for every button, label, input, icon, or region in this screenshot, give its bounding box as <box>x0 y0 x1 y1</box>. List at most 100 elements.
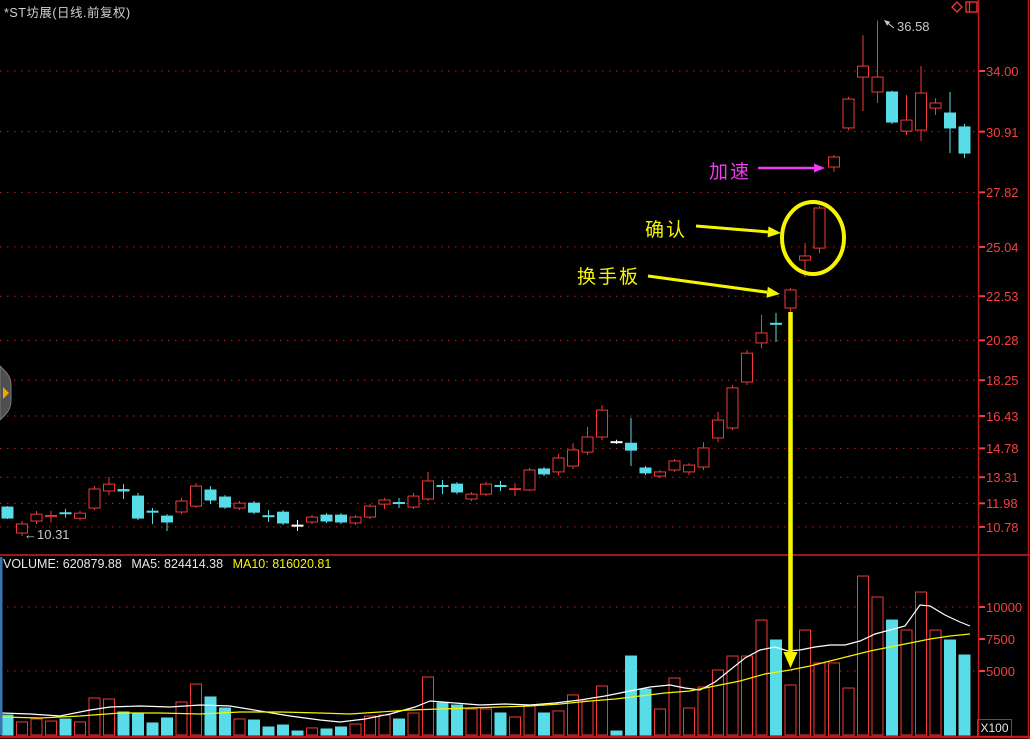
price-tick-label: 18.25 <box>986 373 1019 389</box>
low-price-label: ←10.31 <box>24 527 70 542</box>
volume-bar <box>770 639 782 736</box>
volume-bar <box>668 677 681 736</box>
volume-bar <box>509 716 521 736</box>
volume-bar <box>639 688 652 736</box>
volume-ma5-line <box>1 604 971 723</box>
confirm-arrow <box>695 224 781 238</box>
sidebar-toggle-handle[interactable] <box>0 365 12 421</box>
volume-bar <box>625 655 637 736</box>
price-tick-label: 30.91 <box>986 124 1019 140</box>
candle <box>146 508 159 524</box>
volume-bar <box>929 629 942 736</box>
candle <box>828 155 840 172</box>
price-tick-label: 22.53 <box>986 289 1019 305</box>
candle <box>784 287 797 312</box>
volume-bar <box>494 712 507 736</box>
turnover-arrow <box>647 274 780 298</box>
volume-bar <box>1 714 14 736</box>
confirm-circle <box>780 200 846 276</box>
candle <box>944 92 956 154</box>
candle <box>538 467 550 477</box>
candle <box>190 483 202 509</box>
volume-bar <box>915 591 927 736</box>
candle <box>480 482 492 497</box>
volume-bar <box>523 704 536 736</box>
candle <box>349 515 362 525</box>
candle <box>465 491 478 501</box>
volume-tick-label: 5000 <box>986 664 1015 679</box>
candle <box>857 35 869 112</box>
annotation-confirm-text: 确认 <box>645 220 688 241</box>
candle <box>552 454 565 476</box>
volume-bar <box>886 619 898 736</box>
volume-bar <box>219 707 231 736</box>
ma10-value: 816020.81 <box>272 557 332 571</box>
price-tick-label: 14.78 <box>986 441 1019 457</box>
candle <box>451 482 463 495</box>
diamond-icon[interactable] <box>951 1 963 13</box>
volume-bar <box>190 683 202 736</box>
ma5-label: MA5: <box>131 557 161 571</box>
annotation-accelerate-text: 加速 <box>709 162 752 183</box>
volume-bar <box>103 698 115 736</box>
price-tick-label: 20.28 <box>986 333 1019 349</box>
candle <box>161 514 173 532</box>
ma10-label: MA10: <box>232 557 269 571</box>
volume-bar <box>393 718 405 736</box>
volume-indicator-header: VOLUME: 620879.88 MA5: 824414.38 MA10: 8… <box>3 557 331 571</box>
volume-bar <box>291 730 304 736</box>
candle <box>683 463 695 476</box>
volume-bar <box>349 723 362 736</box>
volume-bar <box>465 708 478 736</box>
volume-bar <box>958 654 971 736</box>
volume-bar <box>306 727 318 736</box>
candle <box>335 513 347 524</box>
candle <box>886 90 898 125</box>
volume-bar <box>146 722 159 736</box>
candle <box>364 504 376 520</box>
candle <box>654 469 666 479</box>
volume-bar <box>683 707 695 736</box>
candle <box>175 498 188 515</box>
candle <box>88 486 101 511</box>
candle <box>668 458 681 472</box>
candle <box>74 510 86 521</box>
candle <box>712 412 724 443</box>
annotation-turnover-text: 换手板 <box>577 267 641 288</box>
candle <box>16 521 28 537</box>
turnover-to-volume-arrow <box>783 312 798 668</box>
candle <box>219 495 231 510</box>
volume-bar <box>581 700 594 736</box>
candle <box>929 98 942 115</box>
volume-bar <box>567 694 579 736</box>
price-tick-label: 27.82 <box>986 185 1019 201</box>
annotation-overlay <box>647 20 895 668</box>
volume-bar <box>320 728 333 736</box>
header-icons <box>951 1 978 13</box>
volume-bar <box>233 718 246 736</box>
volume-bar <box>480 708 492 736</box>
split-window-icon[interactable] <box>965 1 978 13</box>
volume-bar <box>741 655 753 736</box>
volume-bar <box>204 696 217 736</box>
volume-bar <box>407 712 420 736</box>
volume-bar <box>175 701 188 736</box>
candle <box>233 500 246 511</box>
accelerate-arrow <box>758 163 825 173</box>
volume-bar <box>871 596 884 736</box>
peak-price-label: 36.58 <box>897 19 930 34</box>
volume-bar <box>436 702 449 736</box>
volume-tick-label: 7500 <box>986 632 1015 647</box>
volume-bar <box>16 721 28 736</box>
volume-bar <box>799 629 811 736</box>
candle <box>915 66 927 142</box>
volume-bar <box>610 730 623 736</box>
candle <box>422 471 434 501</box>
expand-arrow-icon <box>3 387 9 399</box>
volume-bar <box>552 710 565 736</box>
candle <box>103 477 115 496</box>
candle <box>117 484 130 500</box>
volume-bar <box>59 718 72 736</box>
